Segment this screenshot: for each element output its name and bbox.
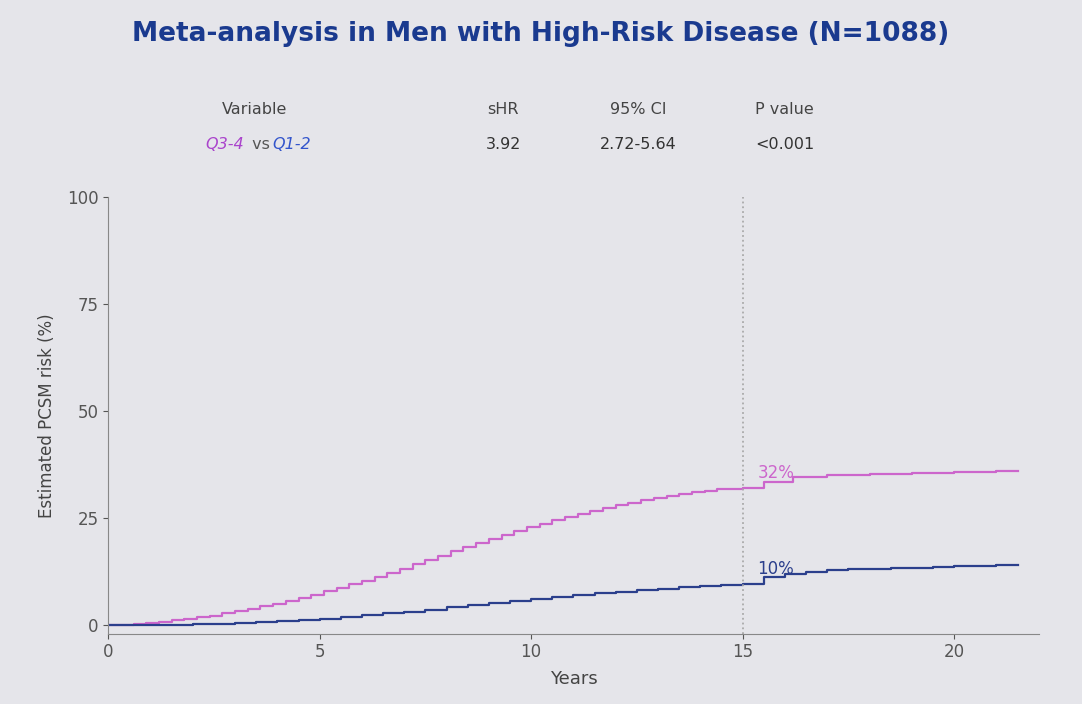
Text: 10%: 10% bbox=[757, 560, 794, 579]
Text: vs: vs bbox=[247, 137, 275, 152]
X-axis label: Years: Years bbox=[550, 670, 597, 688]
Text: 95% CI: 95% CI bbox=[610, 102, 667, 117]
Text: 2.72-5.64: 2.72-5.64 bbox=[601, 137, 676, 152]
Text: <0.001: <0.001 bbox=[755, 137, 814, 152]
Text: sHR: sHR bbox=[487, 102, 519, 117]
Text: 32%: 32% bbox=[757, 464, 794, 482]
Text: Variable: Variable bbox=[222, 102, 287, 117]
Text: Q1-2: Q1-2 bbox=[273, 137, 312, 152]
Text: Q3-4: Q3-4 bbox=[206, 137, 245, 152]
Text: Meta-analysis in Men with High-Risk Disease (N=1088): Meta-analysis in Men with High-Risk Dise… bbox=[132, 21, 950, 47]
Text: 3.92: 3.92 bbox=[486, 137, 520, 152]
Y-axis label: Estimated PCSM risk (%): Estimated PCSM risk (%) bbox=[38, 313, 56, 517]
Text: P value: P value bbox=[755, 102, 814, 117]
